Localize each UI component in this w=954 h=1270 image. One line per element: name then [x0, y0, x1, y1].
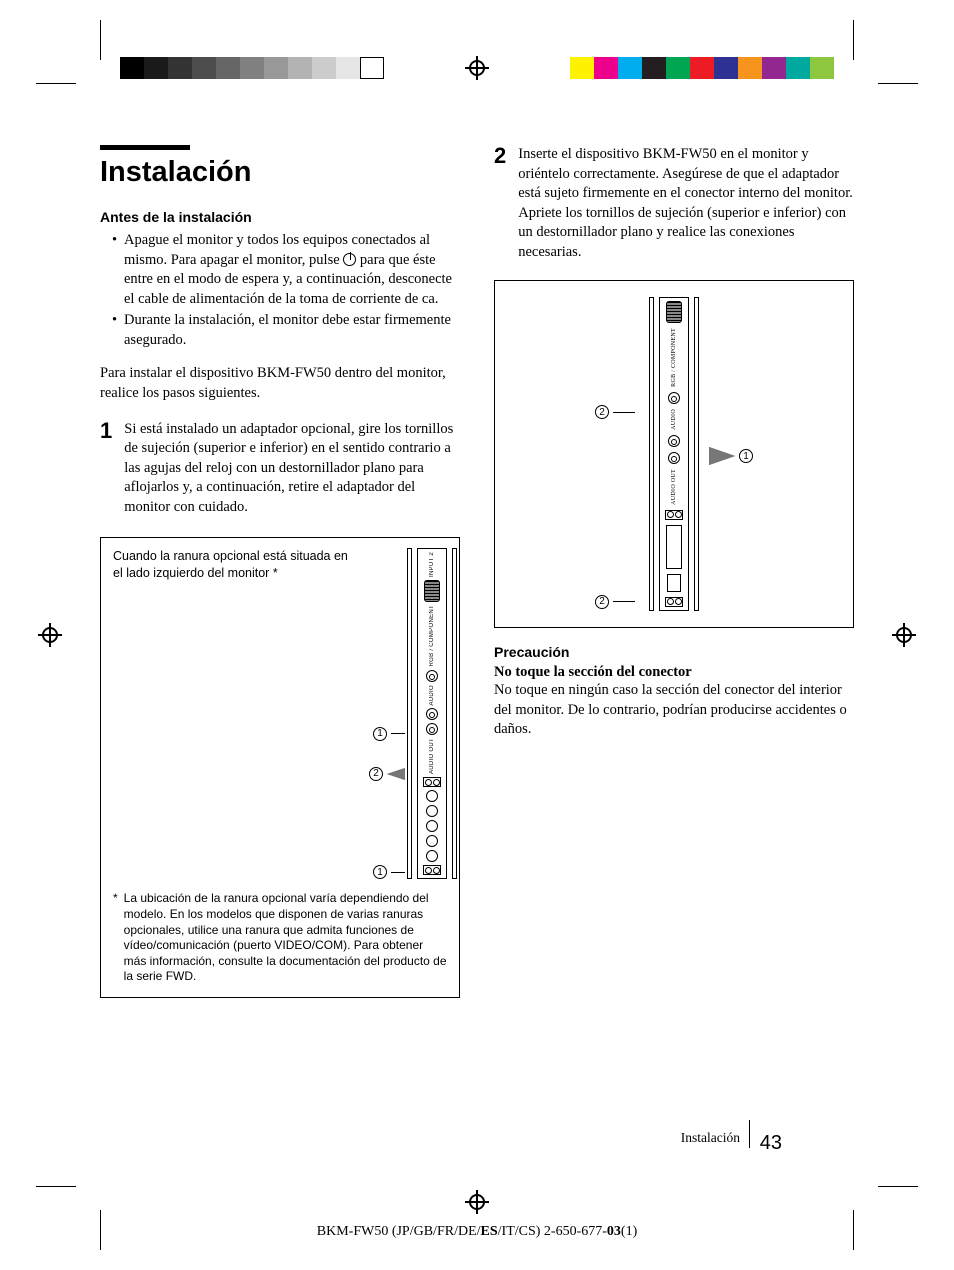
footer-section-label: Instalación [681, 1130, 740, 1146]
bnc-port-icon [426, 820, 438, 832]
callout-number: 2 [595, 405, 609, 419]
title-rule [100, 145, 190, 150]
step-text: Inserte el dispositivo BKM-FW50 en el mo… [518, 145, 854, 262]
figure-2: RGB / COMPONENT AUDIO AUDIO OUT 2 [494, 280, 854, 628]
audio-out-jack-icon [426, 708, 438, 720]
port-label: AUDIO OUT [429, 738, 435, 774]
screw-icon [423, 865, 441, 875]
precaution-heading: Precaución [494, 644, 854, 660]
arrow-left-icon [387, 768, 405, 780]
audio-jack-icon [426, 670, 438, 682]
cmyk-strip [570, 57, 834, 79]
port-label: RGB / COMPONENT [429, 605, 435, 667]
rgb-port-icon [666, 301, 682, 323]
grayscale-strip [120, 57, 384, 79]
screw-icon [423, 777, 441, 787]
precaution-title: No toque la sección del conector [494, 664, 854, 681]
bnc-port-icon [426, 835, 438, 847]
intro-paragraph: Para instalar el dispositivo BKM-FW50 de… [100, 364, 460, 403]
doc-code-pre: BKM-FW50 (JP/GB/FR/DE/ [317, 1224, 481, 1239]
bullet-item: Durante la instalación, el monitor debe … [112, 311, 460, 350]
right-column: 2 Inserte el dispositivo BKM-FW50 en el … [494, 145, 854, 1110]
port-label: AUDIO [429, 685, 435, 706]
bullet-list: Apague el monitor y todos los equipos co… [100, 231, 460, 350]
audio-out-jack-icon [668, 452, 680, 464]
bnc-port-icon [426, 790, 438, 802]
figure-1: Cuando la ranura opcional está situada e… [100, 537, 460, 998]
section-title: Instalación [100, 156, 460, 189]
port-label: AUDIO [671, 409, 677, 430]
callout-number: 2 [595, 595, 609, 609]
arrow-left-icon [709, 447, 735, 465]
screw-icon [665, 510, 683, 520]
port-label: AUDIO OUT [671, 469, 677, 505]
slot-icon [666, 525, 682, 569]
figure2-diagram: RGB / COMPONENT AUDIO AUDIO OUT [659, 297, 689, 611]
page-content: Instalación Antes de la instalación Apag… [100, 145, 854, 1110]
audio-jack-icon [668, 392, 680, 404]
bullet-item: Apague el monitor y todos los equipos co… [112, 231, 460, 309]
footer-divider [749, 1120, 750, 1148]
subhead-before-install: Antes de la instalación [100, 209, 460, 225]
rgb-port-icon [424, 580, 440, 602]
doc-code-rev: 03 [607, 1224, 621, 1239]
left-column: Instalación Antes de la instalación Apag… [100, 145, 460, 1110]
footnote-text: La ubicación de la ranura opcional varía… [124, 891, 447, 985]
document-code: BKM-FW50 (JP/GB/FR/DE/ES/IT/CS) 2-650-67… [0, 1224, 954, 1240]
doc-code-mid: /IT/CS) 2-650-677- [498, 1224, 607, 1239]
figure1-footnote: * La ubicación de la ranura opcional var… [113, 891, 447, 985]
bnc-port-icon [426, 805, 438, 817]
step-1: 1 Si está instalado un adaptador opciona… [100, 420, 460, 518]
audio-out-jack-icon [668, 435, 680, 447]
bnc-port-icon [426, 850, 438, 862]
figure1-caption: Cuando la ranura opcional está situada e… [113, 548, 359, 581]
step-text: Si está instalado un adaptador opcional,… [124, 420, 460, 518]
footnote-marker: * [113, 891, 118, 985]
step-number: 2 [494, 145, 506, 262]
callout-number: 1 [739, 449, 753, 463]
power-icon [343, 253, 356, 266]
callout-number: 1 [373, 865, 387, 879]
screw-icon [665, 597, 683, 607]
port-label: INPUT 2 [429, 552, 435, 577]
callout-number: 1 [373, 727, 387, 741]
audio-out-jack-icon [426, 723, 438, 735]
precaution-body: No toque en ningún caso la sección del c… [494, 681, 854, 740]
doc-code-post: (1) [621, 1224, 637, 1239]
callout-number: 2 [369, 767, 383, 781]
figure1-diagram: INPUT 2 RGB / COMPONENT AUDIO AUDIO OUT [369, 548, 447, 883]
port-label: RGB / COMPONENT [671, 328, 677, 387]
usb-port-icon [667, 574, 681, 592]
page-number: 43 [760, 1132, 782, 1155]
step-number: 1 [100, 420, 112, 518]
step-2: 2 Inserte el dispositivo BKM-FW50 en el … [494, 145, 854, 262]
bullet-text: Durante la instalación, el monitor debe … [124, 312, 451, 348]
doc-code-lang: ES [481, 1224, 498, 1239]
